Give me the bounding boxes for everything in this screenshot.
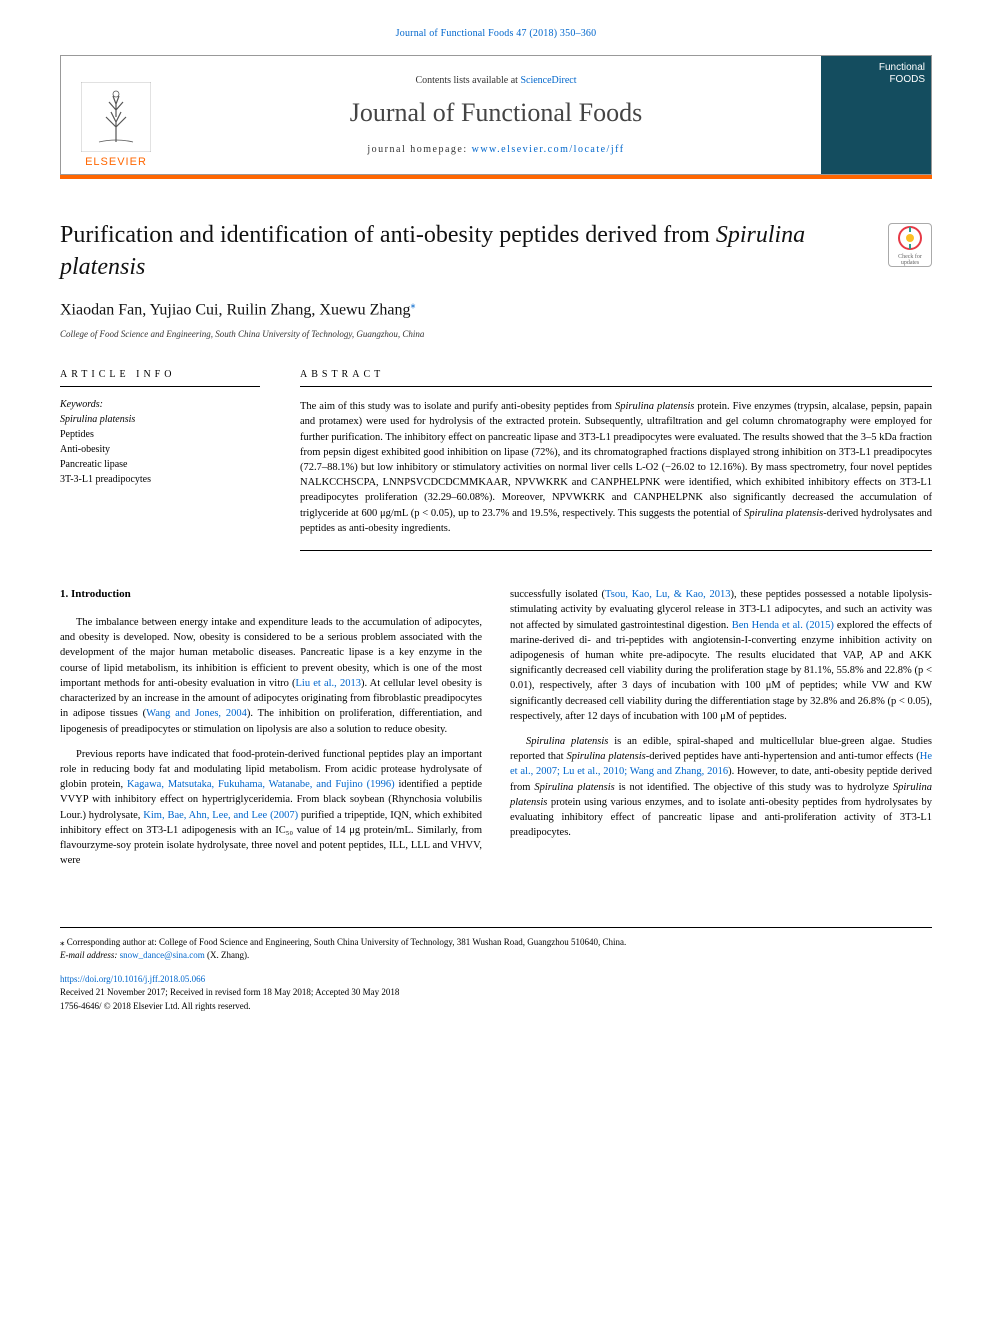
ref-wang-jones-2004[interactable]: Wang and Jones, 2004 — [146, 708, 247, 719]
keyword: Anti-obesity — [60, 442, 260, 457]
email-line: E-mail address: snow_dance@sina.com (X. … — [60, 949, 932, 963]
header-center: Contents lists available at ScienceDirec… — [171, 56, 821, 174]
keyword: Peptides — [60, 427, 260, 442]
footer: ⁎ Corresponding author at: College of Fo… — [60, 927, 932, 1014]
check-updates-label: Check for updates — [889, 254, 931, 266]
rp1-a: successfully isolated ( — [510, 589, 605, 600]
title-text: Purification and identification of anti-… — [60, 222, 716, 248]
email-label: E-mail address: — [60, 950, 120, 960]
intro-p3: Spirulina platensis is an edible, spiral… — [510, 734, 932, 841]
sciencedirect-link[interactable]: ScienceDirect — [520, 75, 576, 86]
copyright: 1756-4646/ © 2018 Elsevier Ltd. All righ… — [60, 1000, 932, 1014]
journal-reference: Journal of Functional Foods 47 (2018) 35… — [60, 20, 932, 55]
intro-heading: 1. Introduction — [60, 587, 482, 603]
journal-ref-link[interactable]: Journal of Functional Foods 47 (2018) 35… — [396, 28, 597, 39]
journal-name: Journal of Functional Foods — [350, 98, 643, 128]
journal-header: ELSEVIER Contents lists available at Sci… — [60, 55, 932, 175]
abstract-text: The aim of this study was to isolate and… — [300, 399, 932, 551]
authors: Xiaodan Fan, Yujiao Cui, Ruilin Zhang, X… — [60, 300, 868, 319]
corr-marker[interactable]: ⁎ — [410, 300, 415, 311]
rp2-sp2: Spirulina platensis — [566, 751, 645, 762]
cover-line1: Functional — [879, 62, 925, 73]
keyword: Pancreatic lipase — [60, 457, 260, 472]
journal-cover: Functional FOODS — [821, 56, 931, 174]
cover-title: Functional FOODS — [879, 62, 925, 86]
abstract-heading: ABSTRACT — [300, 369, 932, 387]
body-left-column: 1. Introduction The imbalance between en… — [60, 587, 482, 878]
ref-tsou-2013[interactable]: Tsou, Kao, Lu, & Kao, 2013 — [605, 589, 731, 600]
abstract-mid: protein. Five enzymes (trypsin, alcalase… — [300, 401, 932, 519]
email-suffix: (X. Zhang). — [205, 950, 250, 960]
body-right-column: successfully isolated (Tsou, Kao, Lu, & … — [510, 587, 932, 878]
email-link[interactable]: snow_dance@sina.com — [120, 950, 205, 960]
check-updates-icon — [896, 224, 924, 252]
ref-kagawa-1996[interactable]: Kagawa, Matsutaka, Fukuhama, Watanabe, a… — [127, 779, 395, 790]
abstract-species-1: Spirulina platensis — [615, 401, 694, 412]
elsevier-logo-icon — [81, 82, 151, 152]
rp2-e: protein using various enzymes, and to is… — [510, 797, 932, 838]
rp2-sp1: Spirulina platensis — [526, 736, 608, 747]
cover-line2: FOODS — [889, 74, 925, 85]
rp2-b: -derived peptides have anti-hypertension… — [646, 751, 920, 762]
keyword: 3T-3-L1 preadipocytes — [60, 472, 260, 487]
corresponding-author: ⁎ Corresponding author at: College of Fo… — [60, 936, 932, 950]
intro-p1: The imbalance between energy intake and … — [60, 615, 482, 737]
authors-list: Xiaodan Fan, Yujiao Cui, Ruilin Zhang, X… — [60, 301, 410, 318]
check-updates-badge[interactable]: Check for updates — [888, 223, 932, 267]
abstract-pre: The aim of this study was to isolate and… — [300, 401, 615, 412]
affiliation: College of Food Science and Engineering,… — [60, 329, 868, 339]
accent-bar — [60, 175, 932, 179]
keywords-list: Spirulina platensisPeptidesAnti-obesityP… — [60, 412, 260, 487]
keywords-label: Keywords: — [60, 399, 260, 410]
received-dates: Received 21 November 2017; Received in r… — [60, 986, 932, 1000]
ref-kim-2007[interactable]: Kim, Bae, Ahn, Lee, and Lee (2007) — [143, 810, 298, 821]
ref-liu-2013[interactable]: Liu et al., 2013 — [296, 678, 361, 689]
intro-p2-cont: successfully isolated (Tsou, Kao, Lu, & … — [510, 587, 932, 724]
article-info-heading: ARTICLE INFO — [60, 369, 260, 387]
rp2-sp3: Spirulina platensis — [534, 782, 614, 793]
homepage-prefix: journal homepage: — [367, 144, 471, 155]
keyword: Spirulina platensis — [60, 412, 260, 427]
homepage-link[interactable]: www.elsevier.com/locate/jff — [472, 144, 625, 155]
article-title: Purification and identification of anti-… — [60, 219, 868, 284]
rp1-c: explored the effects of marine-derived d… — [510, 620, 932, 722]
publisher-name: ELSEVIER — [85, 156, 147, 168]
publisher-block: ELSEVIER — [61, 56, 171, 174]
rp2-d: is not identified. The objective of this… — [615, 782, 893, 793]
contents-line: Contents lists available at ScienceDirec… — [415, 75, 576, 86]
contents-prefix: Contents lists available at — [415, 75, 520, 86]
doi-link[interactable]: https://doi.org/10.1016/j.jff.2018.05.06… — [60, 974, 205, 984]
intro-p2: Previous reports have indicated that foo… — [60, 747, 482, 869]
ref-benhenda-2015[interactable]: Ben Henda et al. (2015) — [732, 620, 834, 631]
abstract-species-2: Spirulina platensis — [744, 508, 823, 519]
homepage-line: journal homepage: www.elsevier.com/locat… — [367, 144, 624, 155]
